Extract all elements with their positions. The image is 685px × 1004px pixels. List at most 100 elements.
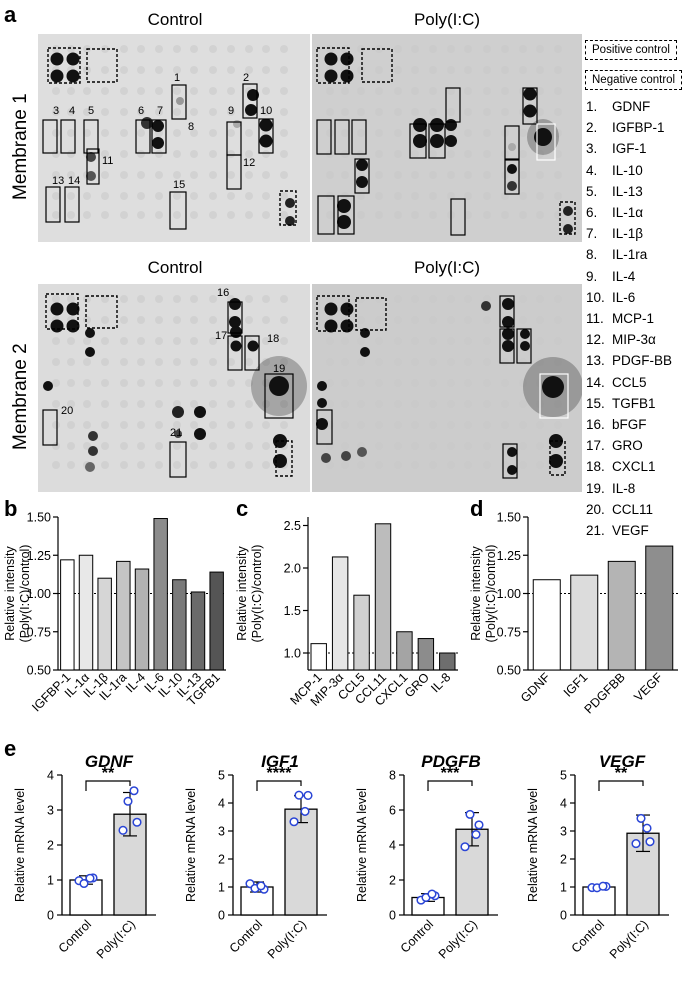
significance-bracket [598, 780, 644, 791]
background-spot [519, 211, 527, 219]
legend-item: 5. IL-13 [586, 181, 672, 202]
signal-spot [413, 118, 427, 132]
legend-item: 6. IL-1α [586, 202, 672, 223]
highlight-box [42, 409, 58, 446]
background-spot [341, 358, 349, 366]
chart-e-vegf: VEGF Relative mRNA level 0 1 2 3 4 5 Control Poly… [526, 755, 669, 962]
background-spot [464, 171, 472, 179]
background-spot [411, 379, 419, 387]
background-spot [536, 461, 544, 469]
legend-number: 1. [586, 99, 598, 114]
highlight-box [337, 195, 355, 235]
bar [417, 638, 435, 671]
background-spot [394, 337, 402, 345]
signal-spot [176, 97, 184, 105]
signal-spot [88, 446, 98, 456]
membrane1-polyic-blot [312, 34, 582, 242]
legend-cytokine-name: MCP-1 [612, 311, 655, 327]
background-spot [357, 192, 365, 200]
background-spot [326, 211, 334, 219]
y-tick-label: 1 [560, 881, 567, 895]
background-spot [447, 66, 455, 74]
background-spot [209, 108, 217, 116]
signal-spot [66, 69, 80, 83]
data-point [85, 873, 95, 883]
data-point [642, 823, 652, 833]
data-point [303, 790, 313, 800]
background-spot [341, 421, 349, 429]
background-spot [155, 358, 163, 366]
y-axis-label: (Poly(I:C)/control) [484, 545, 498, 643]
legend-number: 18. [586, 459, 605, 475]
y-tick-label: 0 [218, 909, 225, 923]
background-spot [519, 379, 527, 387]
control-box [85, 295, 118, 329]
background-spot [375, 461, 383, 469]
signal-spot [534, 128, 552, 146]
background-spot [52, 211, 60, 219]
background-spot [67, 129, 75, 137]
background-spot [83, 421, 91, 429]
signal-spot [269, 376, 289, 396]
background-spot [447, 129, 455, 137]
y-tick-label: 2.5 [284, 519, 301, 533]
background-spot [120, 45, 128, 53]
background-spot [411, 358, 419, 366]
bar [97, 577, 112, 671]
background-spot [137, 66, 145, 74]
background-spot [262, 87, 270, 95]
background-spot [137, 171, 145, 179]
background-spot [155, 461, 163, 469]
signal-spot [230, 340, 242, 352]
background-spot [429, 171, 437, 179]
signal-spot [85, 328, 95, 338]
background-spot [137, 295, 145, 303]
background-spot [155, 421, 163, 429]
background-spot [101, 150, 109, 158]
background-spot [227, 421, 235, 429]
background-spot [394, 400, 402, 408]
highlight-box [499, 295, 515, 328]
background-spot [411, 66, 419, 74]
highlight-box [264, 373, 294, 419]
data-point [465, 809, 475, 819]
significance-label: ** [615, 765, 628, 782]
background-spot [357, 108, 365, 116]
background-spot [501, 45, 509, 53]
background-spot [536, 87, 544, 95]
background-spot [52, 87, 60, 95]
highlight-box [450, 198, 466, 236]
legend-cytokine-name: IL-6 [612, 289, 636, 305]
background-spot [394, 129, 402, 137]
background-spot [190, 295, 198, 303]
background-spot [464, 295, 472, 303]
y-tick-label: 8 [389, 769, 396, 783]
signal-spot [324, 69, 338, 83]
background-spot [120, 379, 128, 387]
highlight-box [522, 87, 538, 125]
background-spot [536, 316, 544, 324]
highlight-box [135, 119, 151, 154]
highlight-box [45, 186, 61, 223]
background-spot [429, 45, 437, 53]
background-spot [52, 192, 60, 200]
background-spot [357, 337, 365, 345]
bar [374, 523, 392, 671]
background-spot [83, 211, 91, 219]
legend-cytokine-name: IGFBP-1 [612, 120, 665, 136]
background-spot [83, 316, 91, 324]
highlight-box [409, 123, 427, 159]
legend-item: 7. IL-1β [586, 223, 672, 244]
signal-spot [523, 87, 537, 101]
spot-label: 5 [88, 105, 94, 117]
legend-number: 13. [586, 353, 605, 369]
background-spot [280, 400, 288, 408]
signal-spot [141, 117, 153, 129]
legend-number: 20. [586, 501, 605, 517]
background-spot [483, 45, 491, 53]
signal-spot [229, 316, 241, 328]
highlight-box [242, 83, 258, 119]
signal-spot [542, 376, 564, 398]
spot-label: 19 [273, 363, 285, 375]
background-spot [280, 66, 288, 74]
